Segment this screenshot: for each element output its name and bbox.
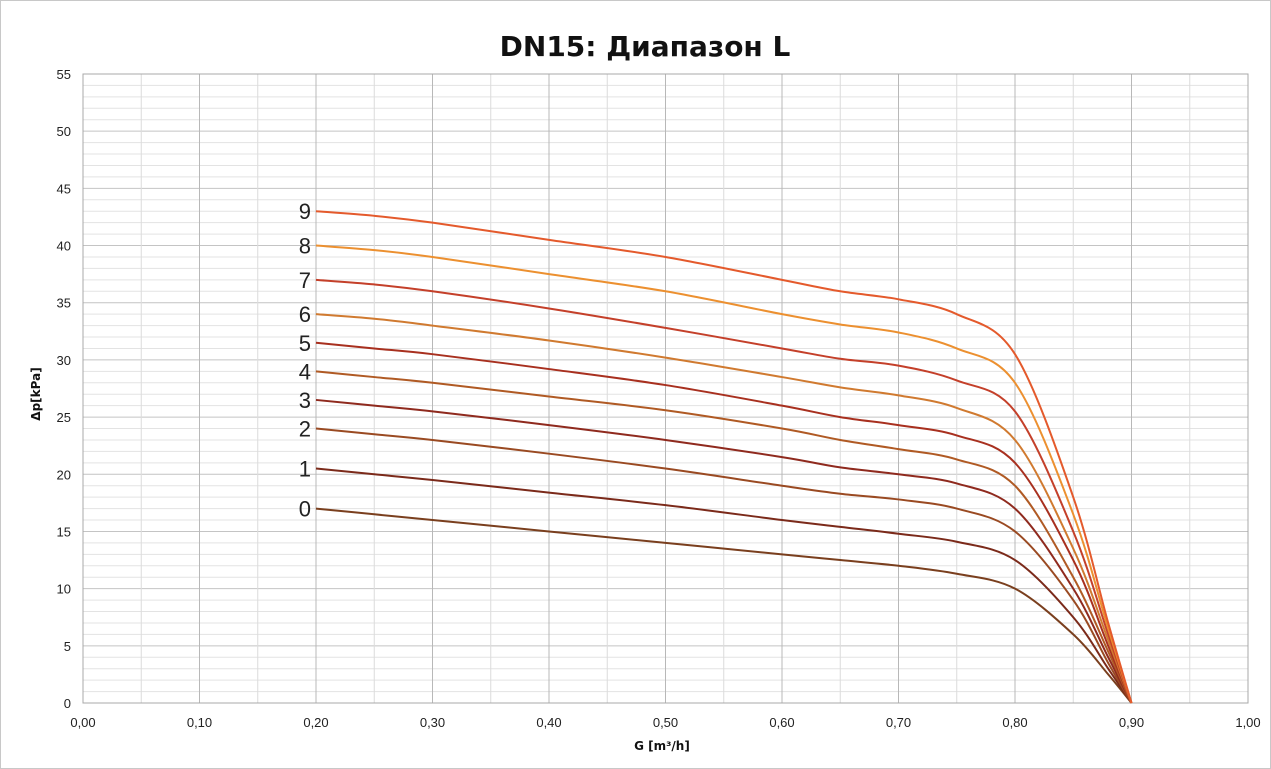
x-tick-label: 0,20 bbox=[303, 715, 328, 730]
series-line-1 bbox=[315, 467, 1133, 704]
series-line-2 bbox=[315, 427, 1133, 704]
curve-label-8: 8 bbox=[299, 234, 311, 259]
x-tick-label: 1,00 bbox=[1235, 715, 1260, 730]
curve-label-0: 0 bbox=[299, 497, 311, 522]
curve-label-6: 6 bbox=[299, 302, 311, 327]
y-tick-label: 30 bbox=[57, 353, 71, 368]
y-tick-label: 40 bbox=[57, 239, 71, 254]
y-tick-label: 35 bbox=[57, 296, 71, 311]
curve-label-4: 4 bbox=[299, 359, 311, 384]
curve-labels: 0 1 2 3 4 5 6 7 8 9 bbox=[299, 199, 311, 521]
y-tick-label: 45 bbox=[57, 181, 71, 196]
curve-label-9: 9 bbox=[299, 199, 311, 224]
series-line-8 bbox=[315, 244, 1133, 704]
y-tick-label: 25 bbox=[57, 410, 71, 425]
x-tick-label: 0,10 bbox=[187, 715, 212, 730]
x-tick-label: 0,40 bbox=[536, 715, 561, 730]
series-line-5 bbox=[315, 341, 1133, 704]
series-line-9 bbox=[315, 210, 1133, 704]
y-tick-label: 10 bbox=[57, 582, 71, 597]
series-line-7 bbox=[315, 278, 1133, 704]
series-line-3 bbox=[315, 398, 1133, 704]
x-tick-label: 0,50 bbox=[653, 715, 678, 730]
y-tick-label: 0 bbox=[64, 696, 71, 711]
series-line-6 bbox=[315, 313, 1133, 704]
y-axis-title: Δp[kPa] bbox=[29, 367, 43, 420]
curve-label-1: 1 bbox=[299, 457, 311, 482]
series-layer bbox=[315, 210, 1133, 704]
curve-label-7: 7 bbox=[299, 268, 311, 293]
x-tick-label: 0,30 bbox=[420, 715, 445, 730]
chart-title: DN15: Диапазон L bbox=[500, 30, 791, 63]
x-tick-label: 0,90 bbox=[1119, 715, 1144, 730]
y-tick-label: 50 bbox=[57, 124, 71, 139]
x-tick-label: 0,80 bbox=[1002, 715, 1027, 730]
plot-area-border bbox=[82, 73, 1249, 704]
x-tick-label: 0,00 bbox=[70, 715, 95, 730]
x-axis-title: G [m³/h] bbox=[634, 739, 690, 753]
y-tick-label: 55 bbox=[57, 67, 71, 82]
y-tick-label: 5 bbox=[64, 639, 71, 654]
grid bbox=[82, 73, 1249, 704]
curve-label-2: 2 bbox=[299, 417, 311, 442]
y-tick-label: 15 bbox=[57, 524, 71, 539]
series-line-4 bbox=[315, 370, 1133, 704]
series-line-0 bbox=[315, 507, 1133, 704]
curve-label-3: 3 bbox=[299, 388, 311, 413]
curve-label-5: 5 bbox=[299, 331, 311, 356]
x-tick-label: 0,60 bbox=[769, 715, 794, 730]
x-tick-label: 0,70 bbox=[886, 715, 911, 730]
y-tick-label: 20 bbox=[57, 467, 71, 482]
